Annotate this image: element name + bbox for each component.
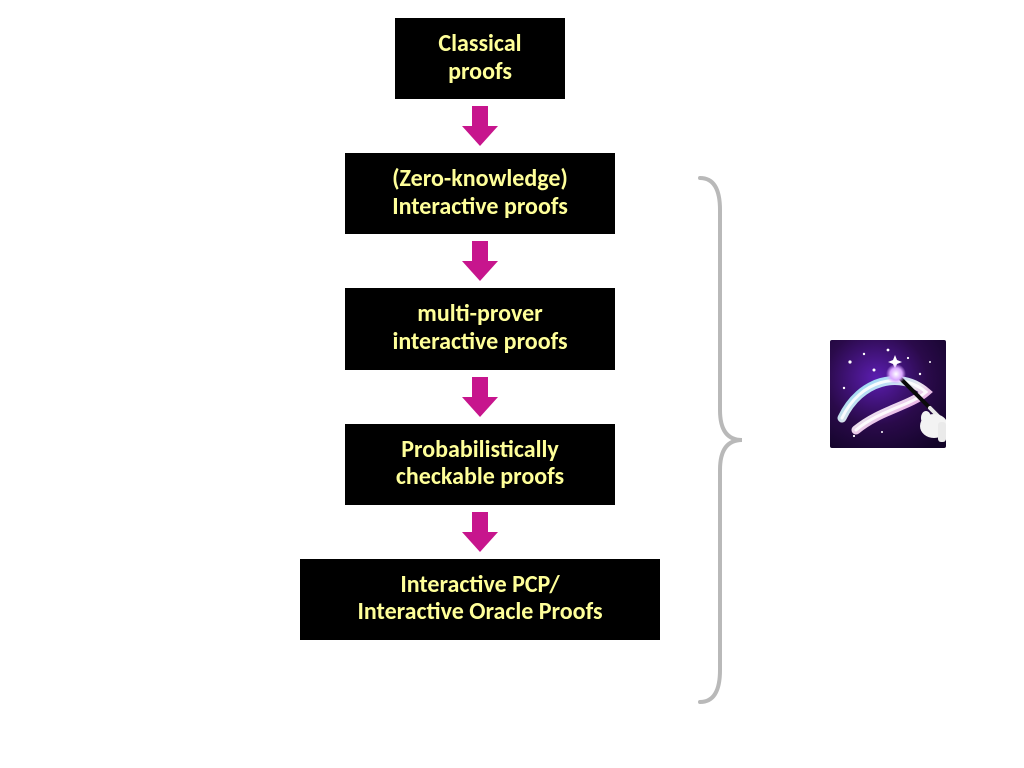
flowchart-column: Classical proofs (Zero-knowledge) Intera… [280,18,680,640]
node-line: Probabilistically [401,436,558,464]
node-line: Interactive PCP/ [400,571,559,599]
node-line: Interactive proofs [392,193,568,221]
down-arrow-icon [460,239,500,283]
node-multi-prover: multi-prover interactive proofs [345,288,615,369]
node-line: multi-prover [417,300,542,328]
arrow-4 [460,505,500,559]
node-line: (Zero-knowledge) [392,165,568,193]
node-iop: Interactive PCP/ Interactive Oracle Proo… [300,559,660,640]
node-classical-proofs: Classical proofs [395,18,565,99]
down-arrow-icon [460,510,500,554]
down-arrow-icon [460,104,500,148]
node-line: proofs [448,58,512,86]
node-line: checkable proofs [396,463,564,491]
arrow-3 [460,370,500,424]
grouping-brace-icon [690,170,750,710]
node-line: Interactive Oracle Proofs [357,598,602,626]
node-zk-interactive-proofs: (Zero-knowledge) Interactive proofs [345,153,615,234]
arrow-1 [460,99,500,153]
down-arrow-icon [460,375,500,419]
magic-wand-image [830,340,946,448]
magic-wand-icon [830,340,946,448]
arrow-2 [460,234,500,288]
node-pcp: Probabilistically checkable proofs [345,424,615,505]
node-line: Classical [438,30,521,58]
node-line: interactive proofs [392,328,567,356]
